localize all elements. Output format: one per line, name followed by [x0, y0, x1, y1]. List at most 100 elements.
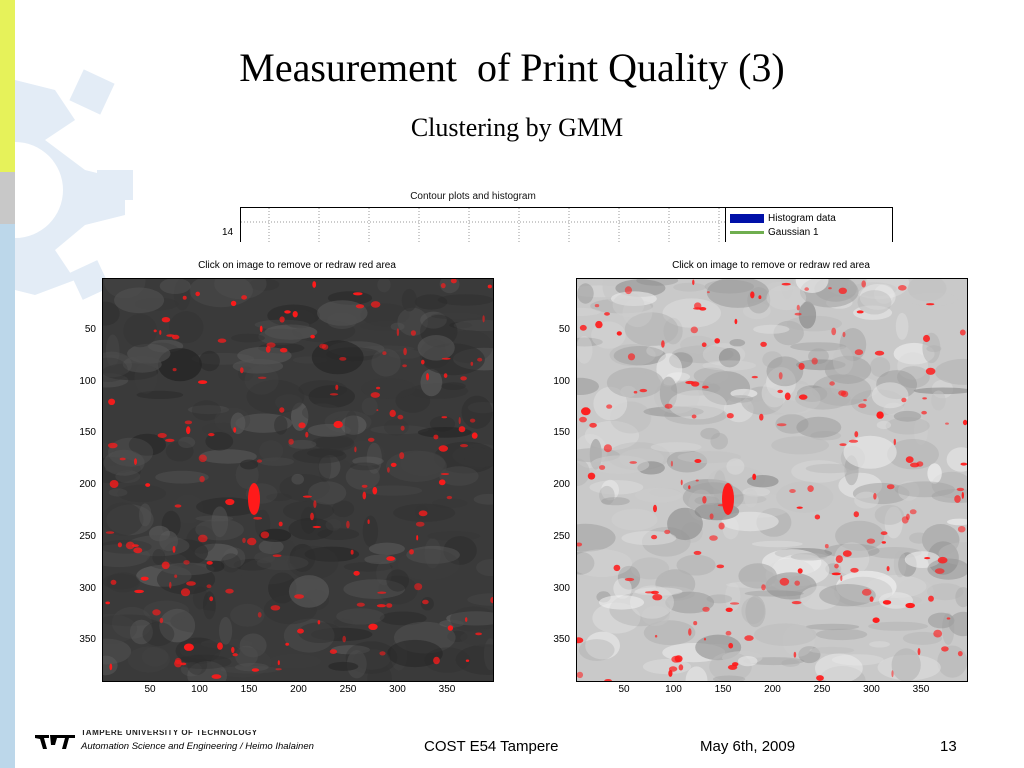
texture-blotch [105, 334, 120, 367]
texture-blotch [656, 353, 683, 386]
red-cluster [784, 392, 791, 401]
red-cluster [117, 542, 122, 548]
texture-blotch [876, 420, 892, 430]
texture-blotch [235, 662, 269, 672]
red-cluster [962, 419, 967, 426]
red-cluster [152, 609, 161, 616]
texture-blotch [318, 454, 341, 479]
red-cluster [180, 588, 191, 597]
texture-blotch [815, 653, 863, 681]
texture-blotch [874, 284, 894, 304]
texture-blotch [108, 437, 154, 467]
texture-blotch [649, 488, 681, 497]
red-cluster [758, 295, 762, 300]
page-subtitle: Clustering by GMM [410, 113, 624, 142]
red-cluster [761, 584, 766, 591]
red-cluster [440, 283, 446, 289]
texture-blotch [887, 439, 939, 470]
red-cluster [415, 521, 425, 527]
red-cluster [886, 566, 890, 572]
red-cluster [174, 659, 183, 668]
texture-blotch [397, 548, 460, 581]
texture-blotch [745, 595, 766, 628]
red-cluster [225, 588, 234, 594]
red-cluster [231, 646, 235, 654]
y-tick-label: 150 [79, 427, 96, 439]
red-cluster [418, 510, 428, 517]
red-cluster [169, 581, 172, 589]
texture-blotch [246, 379, 305, 414]
red-cluster [339, 357, 347, 361]
red-cluster [613, 564, 621, 572]
red-cluster [654, 634, 658, 638]
red-cluster [594, 304, 600, 308]
red-cluster [279, 347, 288, 353]
texture-blotch [254, 319, 310, 330]
red-cluster [734, 318, 738, 325]
red-cluster [182, 295, 187, 300]
red-cluster [861, 280, 866, 288]
red-cluster [426, 373, 429, 381]
texture-blotch [361, 397, 378, 416]
red-cluster [928, 595, 934, 602]
image-plot-left[interactable] [102, 278, 494, 682]
red-cluster [941, 646, 949, 652]
texture-blotch [947, 518, 967, 526]
red-cluster [664, 529, 671, 535]
texture-blotch [634, 487, 683, 503]
red-cluster [954, 495, 961, 503]
red-cluster [125, 541, 135, 550]
red-cluster [397, 414, 404, 420]
red-cluster [627, 353, 636, 361]
x-tick-label: 250 [813, 684, 831, 695]
texture-blotch [189, 279, 253, 308]
texture-blotch [624, 312, 679, 347]
red-cluster [869, 596, 874, 602]
texture-blotch [346, 650, 367, 679]
microscope-image-left[interactable] [103, 279, 493, 681]
red-cluster [186, 581, 196, 586]
red-cluster [716, 564, 725, 569]
red-cluster [450, 279, 457, 284]
red-cluster [312, 525, 322, 529]
texture-blotch [301, 403, 343, 422]
red-cluster [390, 462, 397, 467]
gear-icon [15, 69, 133, 300]
red-cluster [119, 457, 126, 461]
image-plot-right[interactable] [576, 278, 968, 682]
texture-blotch [852, 482, 910, 505]
red-cluster [796, 506, 803, 509]
red-cluster [433, 656, 440, 665]
texture-blotch [728, 493, 792, 518]
red-cluster [298, 422, 306, 429]
texture-blotch [350, 462, 380, 471]
red-cluster [386, 603, 393, 608]
texture-blotch [386, 569, 410, 592]
texture-blotch [437, 294, 493, 306]
red-cluster [440, 473, 450, 475]
texture-blotch [258, 328, 303, 345]
texture-blotch [308, 481, 347, 505]
texture-blotch [946, 447, 967, 472]
red-cluster [257, 612, 262, 618]
texture-blotch [577, 458, 590, 487]
red-cluster [400, 425, 405, 431]
texture-blotch [598, 595, 645, 610]
red-cluster [225, 498, 235, 506]
microscope-image-right[interactable] [577, 279, 967, 681]
texture-blotch [123, 313, 157, 348]
red-cluster [945, 422, 949, 425]
texture-blotch [634, 587, 683, 596]
texture-blotch [279, 474, 330, 502]
texture-blotch [439, 466, 479, 486]
red-cluster [232, 653, 238, 657]
red-cluster [831, 327, 837, 336]
red-cluster [577, 671, 584, 679]
texture-blotch [128, 433, 166, 456]
red-cluster [688, 485, 691, 490]
texture-blotch [584, 420, 640, 451]
red-cluster [458, 426, 466, 433]
image-panel-left: Click on image to remove or redraw red a… [102, 260, 502, 700]
texture-blotch [195, 515, 234, 522]
red-cluster [922, 397, 927, 400]
